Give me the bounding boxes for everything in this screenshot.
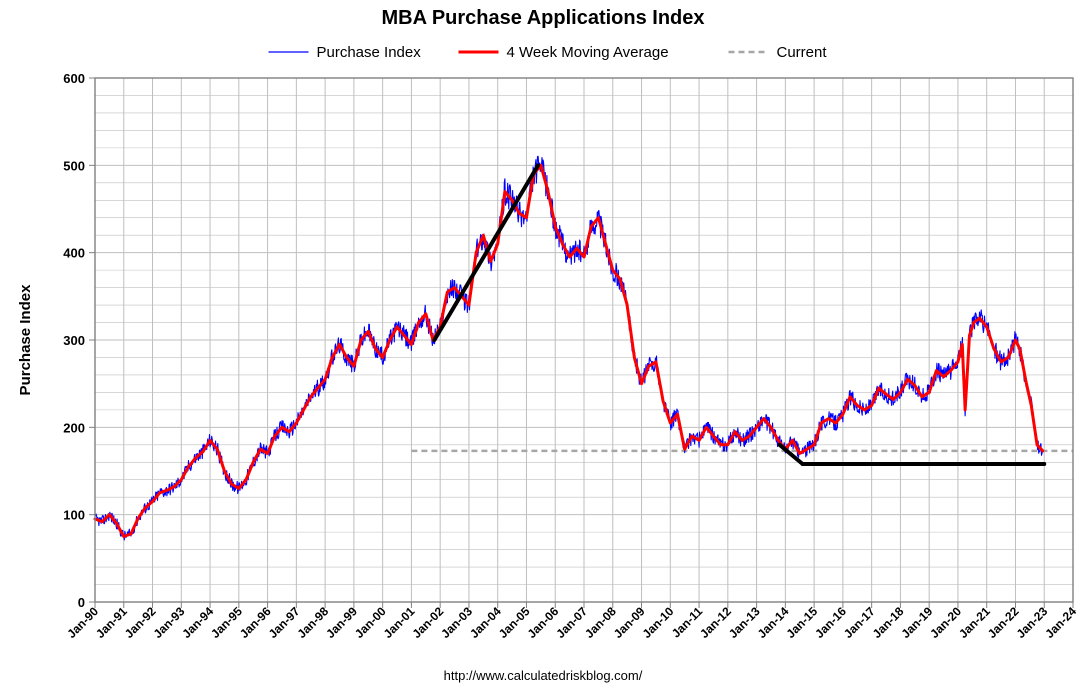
x-tick-label: Jan-16 — [812, 604, 849, 641]
y-axis-label: Purchase Index — [17, 284, 34, 396]
y-tick-label: 400 — [63, 246, 85, 261]
x-tick-label: Jan-19 — [899, 604, 936, 641]
x-tick-label: Jan-23 — [1014, 604, 1051, 641]
y-tick-label: 200 — [63, 420, 85, 435]
x-tick-label: Jan-97 — [266, 604, 303, 641]
x-tick-label: Jan-09 — [611, 604, 648, 641]
x-tick-label: Jan-92 — [122, 604, 159, 641]
x-tick-label: Jan-22 — [985, 604, 1022, 641]
y-tick-label: 300 — [63, 333, 85, 348]
x-tick-label: Jan-04 — [467, 604, 504, 641]
x-tick-label: Jan-05 — [496, 604, 533, 641]
chart-container: { "chart": { "type": "line", "title": "M… — [0, 0, 1087, 688]
x-tick-label: Jan-07 — [553, 604, 590, 641]
chart-svg: MBA Purchase Applications Index Purchase… — [0, 0, 1087, 688]
x-tick-label: Jan-15 — [783, 604, 820, 641]
chart-title: MBA Purchase Applications Index — [381, 7, 704, 29]
x-tick-label: Jan-00 — [352, 604, 389, 641]
x-tick-label: Jan-02 — [410, 604, 447, 641]
x-tick-label: Jan-96 — [237, 604, 274, 641]
y-tick-label: 500 — [63, 158, 85, 173]
x-tick-label: Jan-12 — [697, 604, 734, 641]
x-tick-label: Jan-06 — [525, 604, 562, 641]
legend-label: 4 Week Moving Average — [507, 44, 669, 61]
y-tick-label: 0 — [78, 595, 85, 610]
x-tick-label: Jan-20 — [927, 604, 964, 641]
legend-label: Purchase Index — [317, 44, 422, 61]
chart-footer: http://www.calculatedriskblog.com/ — [444, 668, 643, 683]
x-tick-label: Jan-10 — [640, 604, 677, 641]
y-tick-label: 100 — [63, 508, 85, 523]
x-tick-label: Jan-99 — [323, 604, 360, 641]
y-tick-label: 600 — [63, 71, 85, 86]
x-tick-label: Jan-18 — [870, 604, 907, 641]
x-tick-label: Jan-01 — [381, 604, 418, 641]
x-tick-label: Jan-24 — [1042, 604, 1079, 641]
x-tick-label: Jan-21 — [956, 604, 993, 641]
x-tick-label: Jan-95 — [208, 604, 245, 641]
x-tick-label: Jan-91 — [93, 604, 130, 641]
x-tick-label: Jan-03 — [438, 604, 475, 641]
plot-area: 0100200300400500600Jan-90Jan-91Jan-92Jan… — [63, 71, 1079, 641]
x-tick-label: Jan-94 — [179, 604, 216, 641]
legend: Purchase Index 4 Week Moving Average Curre… — [269, 44, 828, 61]
x-tick-label: Jan-14 — [755, 604, 792, 641]
x-tick-label: Jan-08 — [582, 604, 619, 641]
x-tick-label: Jan-93 — [151, 604, 188, 641]
legend-label: Current — [777, 44, 828, 61]
x-tick-label: Jan-17 — [841, 604, 878, 641]
x-tick-label: Jan-13 — [726, 604, 763, 641]
x-tick-label: Jan-98 — [294, 604, 331, 641]
